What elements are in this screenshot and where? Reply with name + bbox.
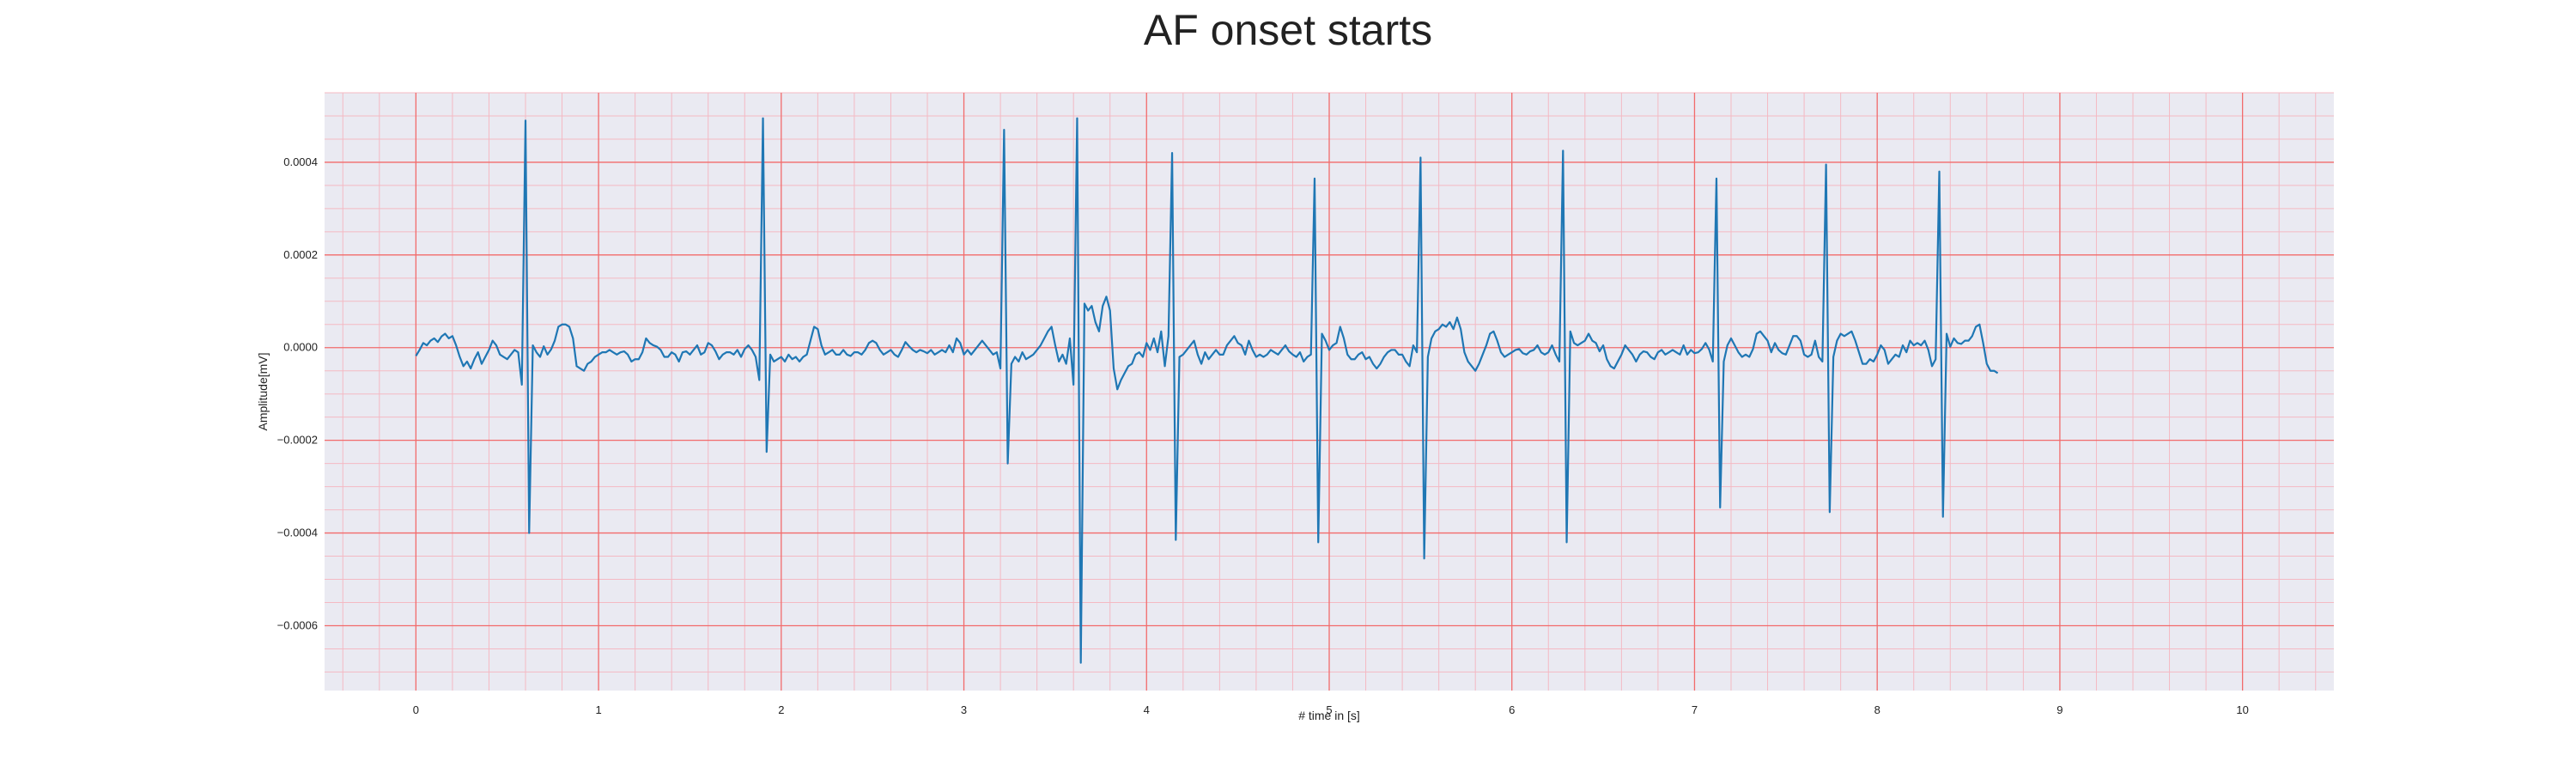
y-tick-label: −0.0004	[277, 526, 318, 539]
series-line	[415, 117, 1999, 664]
x-tick-label: 7	[1692, 703, 1698, 716]
y-tick-label: 0.0000	[283, 341, 318, 354]
series-layer	[415, 117, 1999, 664]
x-tick-label: 8	[1874, 703, 1880, 716]
y-axis-label: Amplitude[mV]	[256, 352, 270, 430]
x-tick-label: 2	[778, 703, 784, 716]
x-tick-label: 3	[961, 703, 967, 716]
x-axis-label: # time in [s]	[1298, 709, 1360, 722]
y-tick-label: 0.0002	[283, 248, 318, 261]
x-tick-label: 9	[2057, 703, 2063, 716]
y-tick-label: −0.0002	[277, 434, 318, 447]
y-tick-label: −0.0006	[277, 618, 318, 631]
x-tick-label: 0	[413, 703, 419, 716]
x-tick-label: 10	[2236, 703, 2248, 716]
x-axis-ticks: 0 1 2 3 4 5 6 7 8 9 10	[413, 703, 2249, 716]
x-tick-label: 6	[1509, 703, 1515, 716]
y-axis-ticks: 0.0004 0.0002 0.0000 −0.0002 −0.0004 −0.0006	[277, 155, 318, 632]
y-tick-label: 0.0004	[283, 155, 318, 168]
chart-title: AF onset starts	[1143, 6, 1433, 54]
x-tick-label: 5	[1326, 703, 1332, 716]
x-tick-label: 1	[595, 703, 601, 716]
x-tick-label: 4	[1144, 703, 1150, 716]
